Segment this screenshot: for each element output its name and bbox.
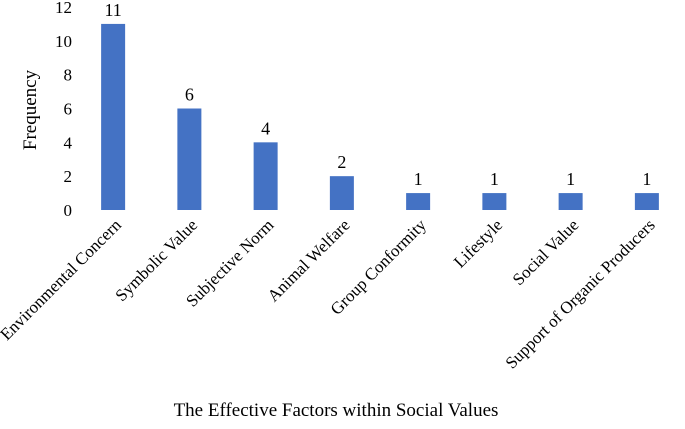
- bar: [253, 142, 278, 210]
- data-label: 6: [185, 85, 194, 105]
- y-tick-label: 4: [64, 133, 73, 152]
- y-axis-title: Frequency: [20, 69, 41, 150]
- bar: [558, 193, 583, 210]
- bar: [482, 193, 507, 210]
- x-axis-title: The Effective Factors within Social Valu…: [174, 400, 499, 421]
- bar: [329, 176, 354, 210]
- y-tick-label: 2: [64, 167, 73, 186]
- bar: [634, 193, 659, 210]
- data-label: 1: [642, 169, 651, 189]
- y-tick-label: 12: [55, 0, 72, 17]
- y-tick-label: 0: [64, 201, 73, 220]
- x-category-label: Lifestyle: [450, 215, 506, 271]
- data-label: 11: [104, 0, 121, 20]
- y-tick-label: 10: [55, 32, 72, 51]
- bars: [101, 23, 659, 210]
- data-label: 2: [337, 152, 346, 172]
- y-axis-ticks: 0 2 4 6 8 10 12: [55, 0, 73, 220]
- x-category-label: Support of Organic Producers: [502, 215, 659, 372]
- y-tick-label: 8: [64, 66, 73, 85]
- x-category-label: Social Value: [509, 215, 583, 289]
- data-label: 1: [490, 169, 499, 189]
- data-label: 1: [566, 169, 575, 189]
- data-label: 1: [414, 169, 423, 189]
- bar: [177, 108, 202, 210]
- x-category-label: Environmental Concern: [0, 215, 125, 344]
- bar: [406, 193, 431, 210]
- y-tick-label: 6: [64, 100, 73, 119]
- bar: [101, 23, 126, 210]
- data-label: 4: [261, 118, 270, 138]
